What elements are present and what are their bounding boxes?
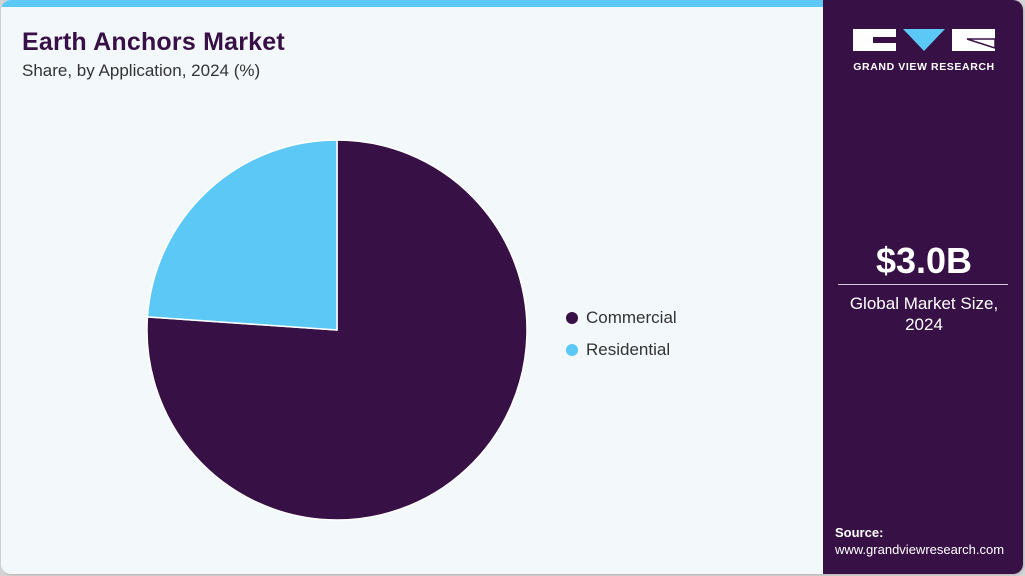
source-title: Source: bbox=[835, 525, 884, 540]
legend-label: Residential bbox=[586, 340, 671, 359]
pie-slice-commercial bbox=[146, 139, 528, 521]
chart-title: Earth Anchors Market bbox=[22, 28, 285, 56]
source-link[interactable]: www.grandviewresearch.com bbox=[835, 542, 1005, 557]
pie-slice-residential bbox=[146, 139, 338, 331]
pie-chart bbox=[146, 139, 528, 521]
legend-dot-icon bbox=[566, 312, 578, 324]
chart-subtitle: Share, by Application, 2024 (%) bbox=[22, 61, 261, 80]
legend-item-commercial: Commercial bbox=[566, 302, 677, 334]
legend-label: Commercial bbox=[586, 308, 677, 327]
divider bbox=[838, 284, 1008, 285]
market-size-label-line1: Global Market Size, bbox=[849, 294, 999, 313]
market-size-value: $3.0B bbox=[875, 240, 973, 281]
accent-bar bbox=[1, 0, 824, 7]
market-size-label-line2: 2024 bbox=[905, 315, 943, 334]
gvr-logo-icon bbox=[853, 29, 995, 51]
summary-sidebar: GRAND VIEW RESEARCH $3.0B Global Market … bbox=[823, 0, 1023, 574]
market-size-label: Global Market Size, 2024 bbox=[823, 293, 1023, 335]
legend-item-residential: Residential bbox=[566, 334, 677, 366]
brand-name: GRAND VIEW RESEARCH bbox=[853, 61, 995, 73]
chart-legend: Commercial Residential bbox=[566, 302, 677, 366]
legend-dot-icon bbox=[566, 344, 578, 356]
